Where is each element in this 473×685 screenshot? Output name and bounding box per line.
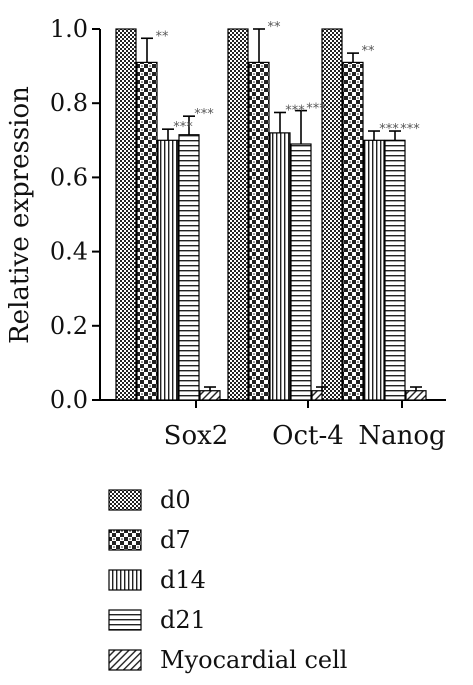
bar-d0 [227, 28, 249, 401]
bar-d7 [342, 61, 364, 401]
legend-label: Myocardial cell [160, 646, 348, 674]
x-tick-label: Sox2 [164, 421, 229, 451]
legend-swatch [108, 609, 142, 631]
axes: 0.0 0.2 0.4 0.6 0.8 1.0 Sox2 Oct-4 Nanog [50, 15, 446, 451]
x-tick-label: Oct-4 [272, 421, 344, 451]
y-tick-label: 0.0 [50, 386, 88, 414]
significance-label: ** [268, 20, 282, 35]
y-axis-label: Relative expression [5, 86, 35, 344]
significance-label: *** [379, 122, 399, 137]
significance-marks: ************* ******** *** [156, 20, 421, 137]
legend-label: d7 [160, 526, 191, 554]
bar-d21 [290, 143, 312, 401]
legend-item: d14 [108, 560, 347, 600]
bars [115, 28, 427, 401]
significance-label: ** [362, 44, 376, 59]
bar-myocardial-cell [199, 390, 221, 401]
bar-d14 [157, 139, 179, 401]
bar-d7 [136, 61, 158, 401]
legend: d0 d7 [108, 480, 347, 680]
legend-label: d21 [160, 606, 206, 634]
significance-label: *** [400, 122, 420, 137]
significance-label: *** [173, 120, 193, 135]
bar-myocardial-cell [405, 390, 427, 401]
legend-swatch [108, 569, 142, 591]
y-tick-label: 1.0 [50, 15, 88, 43]
y-tick-label: 0.2 [50, 312, 88, 340]
legend-item: d7 [108, 520, 347, 560]
bar-d14 [269, 132, 291, 401]
legend-swatch [108, 489, 142, 511]
legend-label: d14 [160, 566, 206, 594]
legend-label: d0 [160, 486, 191, 514]
bar-d7 [248, 61, 270, 401]
legend-item: d0 [108, 480, 347, 520]
y-tick-label: 0.6 [50, 163, 88, 191]
bar-d21 [178, 134, 200, 401]
legend-swatch [108, 529, 142, 551]
x-tick-label: Nanog [358, 421, 445, 451]
y-tick-label: 0.4 [50, 238, 88, 266]
bar-d0 [321, 28, 343, 401]
bar-d0 [115, 28, 137, 401]
significance-label: *** [194, 107, 214, 122]
legend-item: Myocardial cell [108, 640, 347, 680]
y-tick-label: 0.8 [50, 89, 88, 117]
bar-d14 [363, 139, 385, 401]
legend-item: d21 [108, 600, 347, 640]
bar-d21 [384, 139, 406, 401]
significance-label: ** [156, 29, 170, 44]
significance-label: *** [285, 103, 305, 118]
significance-label: *** [306, 102, 326, 117]
legend-swatch [108, 649, 142, 671]
error-bars [141, 28, 422, 391]
